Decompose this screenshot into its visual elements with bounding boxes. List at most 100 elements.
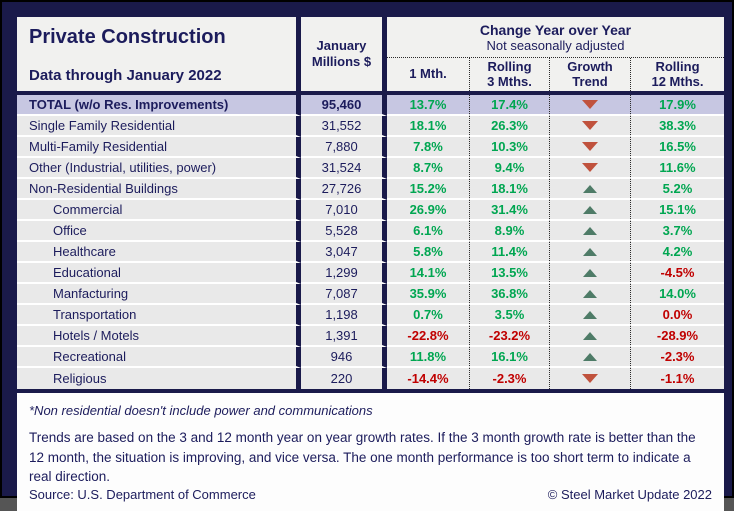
page-subtitle: Data through January 2022 xyxy=(29,67,222,84)
construction-table: Private Construction Data through Januar… xyxy=(17,17,724,389)
col-header-rolling-12mths: Rolling 12 Mths. xyxy=(630,58,724,91)
row-value-millions: 946 xyxy=(301,347,387,368)
change-yoy-header-cell: Change Year over Year Not seasonally adj… xyxy=(387,17,724,95)
pct-rolling-12mths: 11.6% xyxy=(630,158,724,179)
row-value-millions: 5,528 xyxy=(301,221,387,242)
row-value-millions: 7,087 xyxy=(301,284,387,305)
trends-explanation: Trends are based on the 3 and 12 month y… xyxy=(29,430,696,485)
row-label: Transportation xyxy=(17,305,301,326)
pct-rolling-12mths: 5.2% xyxy=(630,179,724,200)
pct-rolling-3mths: 31.4% xyxy=(469,200,549,221)
copyright-text: © Steel Market Update 2022 xyxy=(547,486,712,502)
change-yoy-title: Change Year over Year xyxy=(479,21,632,38)
pct-1mth: 0.7% xyxy=(387,305,469,326)
pct-1mth: 6.1% xyxy=(387,221,469,242)
growth-trend-cell xyxy=(549,221,630,242)
row-value-millions: 1,391 xyxy=(301,326,387,347)
col-header-1mth: 1 Mth. xyxy=(409,66,447,82)
pct-rolling-12mths: -2.3% xyxy=(630,347,724,368)
pct-1mth: -14.4% xyxy=(387,368,469,389)
row-label: Single Family Residential xyxy=(17,116,301,137)
pct-rolling-3mths: 11.4% xyxy=(469,242,549,263)
pct-rolling-12mths: -4.5% xyxy=(630,263,724,284)
growth-trend-cell xyxy=(549,326,630,347)
row-label: Commercial xyxy=(17,200,301,221)
trend-up-icon xyxy=(583,289,597,298)
row-value-millions: 31,524 xyxy=(301,158,387,179)
growth-trend-cell xyxy=(549,263,630,284)
growth-trend-cell xyxy=(549,137,630,158)
pct-rolling-12mths: 4.2% xyxy=(630,242,724,263)
pct-rolling-3mths: 17.4% xyxy=(469,95,549,116)
footer-panel: *Non residential doesn't include power a… xyxy=(17,393,724,511)
row-value-millions: 220 xyxy=(301,368,387,389)
pct-1mth: -22.8% xyxy=(387,326,469,347)
col-header-rolling-3mths: Rolling 3 Mths. xyxy=(469,58,549,91)
pct-1mth: 7.8% xyxy=(387,137,469,158)
page-title: Private Construction xyxy=(29,26,226,48)
growth-trend-cell xyxy=(549,347,630,368)
row-label: Manfacturing xyxy=(17,284,301,305)
growth-trend-cell xyxy=(549,95,630,116)
change-yoy-header-top: Change Year over Year Not seasonally adj… xyxy=(387,17,724,57)
trend-down-icon xyxy=(582,374,598,383)
pct-rolling-12mths: 0.0% xyxy=(630,305,724,326)
pct-1mth: 13.7% xyxy=(387,95,469,116)
row-value-millions: 1,198 xyxy=(301,305,387,326)
pct-rolling-12mths: 3.7% xyxy=(630,221,724,242)
trend-up-icon xyxy=(583,331,597,340)
pct-1mth: 11.8% xyxy=(387,347,469,368)
row-value-millions: 1,299 xyxy=(301,263,387,284)
trend-up-icon xyxy=(583,310,597,319)
pct-rolling-12mths: 16.5% xyxy=(630,137,724,158)
growth-trend-cell xyxy=(549,200,630,221)
row-value-millions: 7,010 xyxy=(301,200,387,221)
growth-trend-cell xyxy=(549,305,630,326)
pct-rolling-3mths: 16.1% xyxy=(469,347,549,368)
trend-up-icon xyxy=(583,247,597,256)
pct-1mth: 14.1% xyxy=(387,263,469,284)
row-value-millions: 95,460 xyxy=(301,95,387,116)
pct-rolling-3mths: 18.1% xyxy=(469,179,549,200)
pct-1mth: 8.7% xyxy=(387,158,469,179)
growth-trend-cell xyxy=(549,242,630,263)
trend-up-icon xyxy=(583,352,597,361)
pct-rolling-3mths: -23.2% xyxy=(469,326,549,347)
row-label: Hotels / Motels xyxy=(17,326,301,347)
pct-1mth: 26.9% xyxy=(387,200,469,221)
pct-rolling-3mths: 3.5% xyxy=(469,305,549,326)
pct-rolling-12mths: 17.9% xyxy=(630,95,724,116)
row-value-millions: 27,726 xyxy=(301,179,387,200)
trend-up-icon xyxy=(583,268,597,277)
pct-rolling-3mths: 9.4% xyxy=(469,158,549,179)
millions-column-header: January Millions $ xyxy=(301,17,387,95)
pct-rolling-3mths: 26.3% xyxy=(469,116,549,137)
source-text: Source: U.S. Department of Commerce xyxy=(29,486,256,502)
pct-rolling-3mths: 13.5% xyxy=(469,263,549,284)
pct-1mth: 5.8% xyxy=(387,242,469,263)
title-cell: Private Construction Data through Januar… xyxy=(17,17,301,95)
footnote: *Non residential doesn't include power a… xyxy=(29,403,373,418)
report-panel: Private Construction Data through Januar… xyxy=(17,17,724,511)
source-line: Source: U.S. Department of Commerce © St… xyxy=(29,487,712,505)
row-label: Healthcare xyxy=(17,242,301,263)
growth-trend-cell xyxy=(549,179,630,200)
row-label: Other (Industrial, utilities, power) xyxy=(17,158,301,179)
trend-up-icon xyxy=(583,226,597,235)
row-label: Office xyxy=(17,221,301,242)
pct-rolling-12mths: 15.1% xyxy=(630,200,724,221)
trend-up-icon xyxy=(583,184,597,193)
trend-down-icon xyxy=(582,142,598,151)
trend-down-icon xyxy=(582,121,598,130)
trend-down-icon xyxy=(582,163,598,172)
trend-up-icon xyxy=(583,205,597,214)
pct-1mth: 15.2% xyxy=(387,179,469,200)
row-label: Educational xyxy=(17,263,301,284)
col-header-growth-trend: Growth Trend xyxy=(549,58,630,91)
pct-rolling-12mths: -28.9% xyxy=(630,326,724,347)
pct-rolling-3mths: 10.3% xyxy=(469,137,549,158)
pct-1mth: 18.1% xyxy=(387,116,469,137)
row-label: Non-Residential Buildings xyxy=(17,179,301,200)
growth-trend-cell xyxy=(549,116,630,137)
row-label: Recreational xyxy=(17,347,301,368)
